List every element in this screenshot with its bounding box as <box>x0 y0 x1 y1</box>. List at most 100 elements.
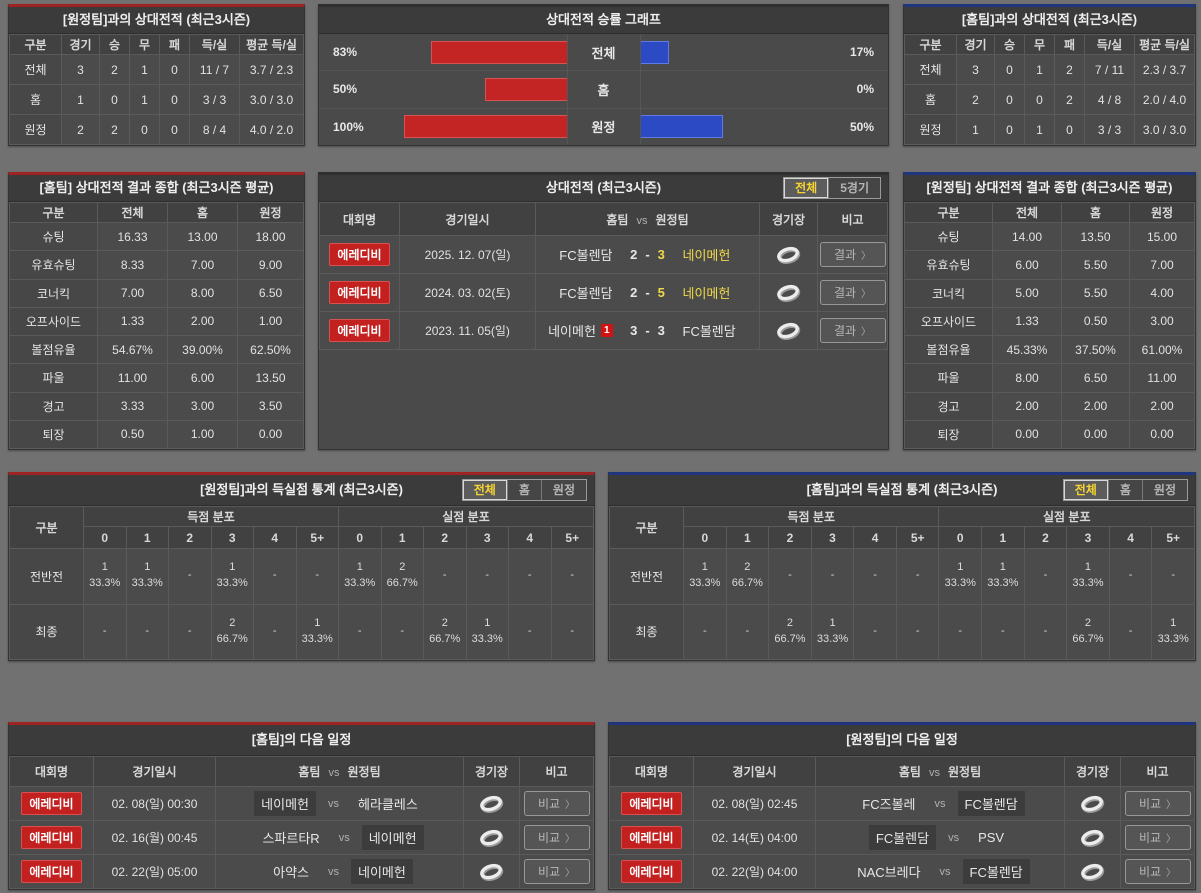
home-winrate-bar <box>403 115 567 139</box>
tab-all[interactable]: 전체 <box>1063 480 1108 500</box>
col-header: 득/실 <box>189 34 240 55</box>
away-score: 5 <box>657 285 665 300</box>
competition-cell: 에레디비 <box>9 854 94 889</box>
stadium-icon[interactable] <box>775 245 802 264</box>
scored-group-header: 득점 분포 <box>682 506 940 527</box>
panel-title-bar: 상대전적 (최근3시즌) 전체 5경기 <box>319 175 888 202</box>
away-schedule-panel: [원정팀]의 다음 일정 대회명 경기일시 홈팀 vs 원정팀 경기장 비고 에레디… <box>608 722 1196 890</box>
table-row: 전체 3 2 1 0 11 / 7 3.7 / 2.3 <box>9 54 304 85</box>
stadium-icon[interactable] <box>478 828 505 847</box>
compare-button[interactable]: 비교 〉 <box>1124 825 1191 850</box>
tab-away[interactable]: 원정 <box>1141 480 1187 500</box>
table-row: 파울 11.00 6.00 13.50 <box>9 363 304 393</box>
chevron-right-icon: 〉 <box>565 800 576 811</box>
stadium-icon[interactable] <box>478 862 505 881</box>
table-row: 유효슈팅 8.33 7.00 9.00 <box>9 250 304 280</box>
cell: 11 / 7 <box>189 54 240 85</box>
home-team-name: 네이메헌 <box>548 324 596 339</box>
cell: 3 / 3 <box>1084 114 1135 145</box>
note-cell: 비교 〉 <box>1120 786 1195 821</box>
cell: 3.33 <box>97 391 168 421</box>
panel-title: [원정팀]과의 상대전적 (최근3시즌) <box>9 7 304 34</box>
cell: 2 <box>1054 54 1085 85</box>
result-button[interactable]: 결과 〉 <box>819 280 886 305</box>
table-row: 유효슈팅 6.00 5.50 7.00 <box>904 250 1195 280</box>
col-header: 경기일시 <box>399 202 536 236</box>
chevron-right-icon: 〉 <box>861 251 872 262</box>
tab-home[interactable]: 홈 <box>506 480 541 500</box>
col-header: 구분 <box>904 34 957 55</box>
match-date: 02. 14(토) 04:00 <box>693 820 816 855</box>
compare-button[interactable]: 비교 〉 <box>523 825 590 850</box>
stadium-icon[interactable] <box>478 794 505 813</box>
stadium-cell <box>1064 786 1121 821</box>
cell: 0 <box>129 114 160 145</box>
tab-all[interactable]: 전체 <box>462 480 507 500</box>
cell: 7.00 <box>167 250 238 280</box>
cell: 8 / 4 <box>189 114 240 145</box>
chevron-right-icon: 〉 <box>861 327 872 338</box>
table-row: 원정 1 0 1 0 3 / 3 3.0 / 3.0 <box>904 114 1195 145</box>
away-team-name: FC볼렌담 <box>957 791 1025 816</box>
col-header: 홈팀 vs 원정팀 <box>215 756 464 787</box>
stadium-icon[interactable] <box>775 321 802 340</box>
left-percent-label: 50% <box>333 82 358 97</box>
cell: - <box>938 603 983 660</box>
compare-button[interactable]: 비교 〉 <box>1124 791 1191 816</box>
home-team-name: FC볼렌담 <box>868 825 937 850</box>
table-row: 홈 1 0 1 0 3 / 3 3.0 / 3.0 <box>9 84 304 115</box>
result-button[interactable]: 결과 〉 <box>819 242 886 267</box>
cell: 54.67% <box>97 334 168 365</box>
cell: 3 <box>956 54 995 85</box>
home-team-name: FC볼렌담 <box>559 248 613 263</box>
cell: 18.00 <box>237 221 304 252</box>
cell: - <box>683 603 727 660</box>
cell: 3.00 <box>1129 306 1195 337</box>
cell: 62.50% <box>237 334 304 365</box>
bin-header: 3 <box>465 526 509 549</box>
compare-button[interactable]: 비교 〉 <box>523 859 590 884</box>
col-header: 구분 <box>9 34 62 55</box>
matches-tab-group: 전체 5경기 <box>783 177 881 199</box>
header-row: 구분 전체 홈 원정 <box>9 202 304 223</box>
competition-cell: 에레디비 <box>609 820 694 855</box>
result-button[interactable]: 결과 〉 <box>819 318 886 343</box>
tab-all[interactable]: 전체 <box>784 178 829 198</box>
match-date: 2024. 03. 02(토) <box>399 273 536 312</box>
stadium-icon[interactable] <box>1079 828 1106 847</box>
home-score: 3 <box>630 323 638 338</box>
home-score: 2 <box>630 285 638 300</box>
stadium-icon[interactable] <box>1079 862 1106 881</box>
header-row: 대회명 경기일시 홈팀 vs 원정팀 경기장 비고 <box>9 756 594 787</box>
bin-header: 4 <box>253 526 297 549</box>
stadium-icon[interactable] <box>775 283 802 302</box>
compare-button[interactable]: 비교 〉 <box>1124 859 1191 884</box>
bin-header: 3 <box>1066 526 1110 549</box>
compare-button[interactable]: 비교 〉 <box>523 791 590 816</box>
cell: 2 <box>99 54 130 85</box>
cell: - <box>253 548 297 605</box>
cell: 0.00 <box>1061 419 1130 450</box>
table-row: 오프사이드 1.33 2.00 1.00 <box>9 306 304 337</box>
bin-header: 5+ <box>1151 526 1195 549</box>
competition-cell: 에레디비 <box>319 235 400 274</box>
score-separator: - <box>645 285 650 300</box>
cell: 2.00 <box>1061 391 1130 421</box>
home-team-name: FC즈볼레 <box>862 797 916 812</box>
tab-last5[interactable]: 5경기 <box>828 178 880 198</box>
competition-badge: 에레디비 <box>329 281 390 304</box>
cell: 0 <box>159 114 190 145</box>
home-schedule-table: 대회명 경기일시 홈팀 vs 원정팀 경기장 비고 에레디비 02. 08(일) 0… <box>9 756 594 889</box>
bin-header: 2 <box>423 526 467 549</box>
col-header: 대회명 <box>609 756 694 787</box>
cell: 1 33.3% <box>295 603 339 660</box>
tab-away[interactable]: 원정 <box>540 480 586 500</box>
vs-label: vs <box>328 797 340 810</box>
stadium-icon[interactable] <box>1079 794 1106 813</box>
winrate-chart: 83% 전체 17% 50% 홈 0% 100% 원정 50% <box>319 34 888 145</box>
col-header: 경기 <box>61 34 100 55</box>
bin-header: 1 <box>125 526 169 549</box>
table-row: 파울 8.00 6.50 11.00 <box>904 363 1195 393</box>
panel-title: [홈팀]의 다음 일정 <box>9 725 594 756</box>
tab-home[interactable]: 홈 <box>1107 480 1142 500</box>
